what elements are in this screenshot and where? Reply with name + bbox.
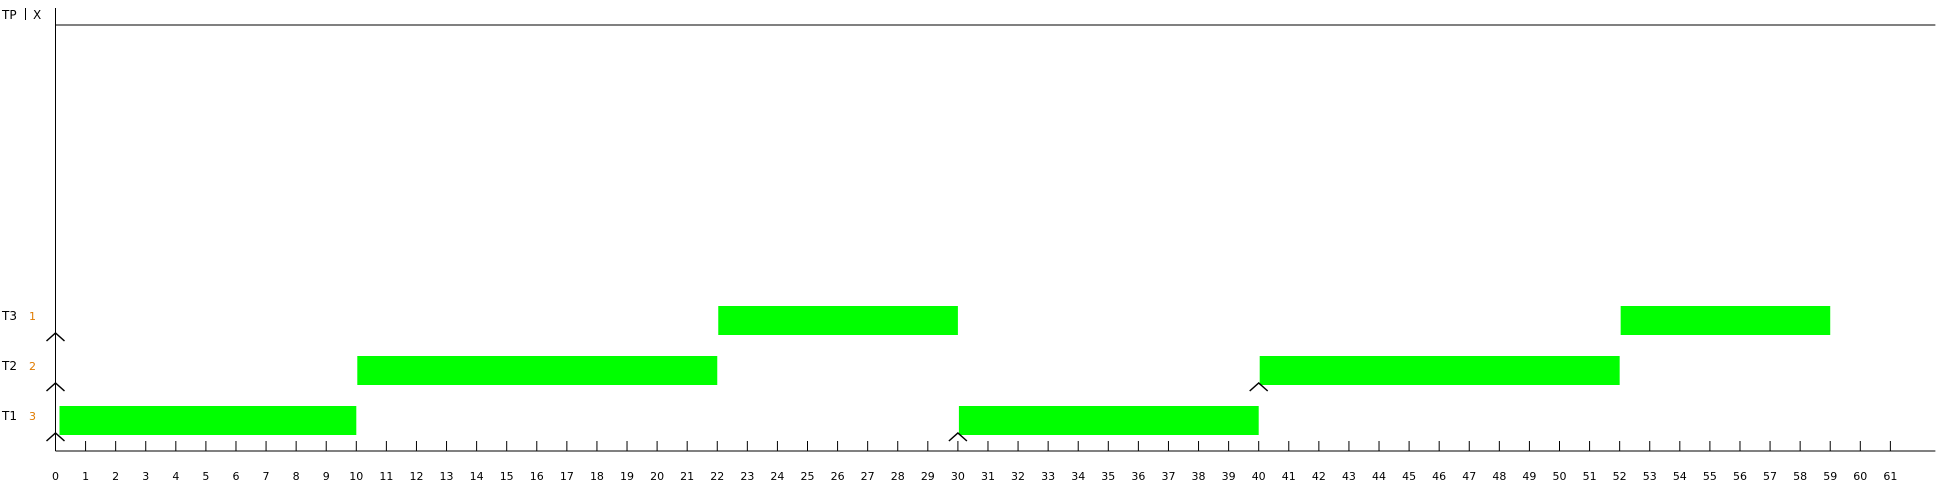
task-priority: 1 bbox=[29, 310, 36, 323]
x-tick-label: 4 bbox=[172, 470, 179, 483]
task-bar bbox=[958, 406, 1259, 435]
task-label: T3 bbox=[1, 309, 17, 323]
x-tick-label: 0 bbox=[52, 470, 59, 483]
arrival-markers bbox=[46, 331, 1269, 442]
x-tick-label: 42 bbox=[1312, 470, 1326, 483]
x-tick-label: 17 bbox=[560, 470, 574, 483]
x-tick-label: 10 bbox=[349, 470, 363, 483]
x-tick-label: 6 bbox=[232, 470, 239, 483]
x-tick-label: 41 bbox=[1282, 470, 1296, 483]
x-tick-label: 58 bbox=[1793, 470, 1807, 483]
task-bar bbox=[1620, 306, 1831, 335]
x-tick-label: 35 bbox=[1101, 470, 1115, 483]
x-tick-label: 31 bbox=[981, 470, 995, 483]
x-tick-label: 34 bbox=[1071, 470, 1085, 483]
tp-marker: X bbox=[33, 8, 41, 22]
x-tick-label: 49 bbox=[1522, 470, 1536, 483]
x-tick-label: 15 bbox=[500, 470, 514, 483]
x-tick-label: 39 bbox=[1222, 470, 1236, 483]
x-tick-label: 21 bbox=[680, 470, 694, 483]
x-tick-label: 43 bbox=[1342, 470, 1356, 483]
x-tick-label: 8 bbox=[293, 470, 300, 483]
axes bbox=[25, 8, 1936, 452]
x-tick-label: 60 bbox=[1853, 470, 1867, 483]
row-labels: T1 3 T2 2 T3 1 bbox=[1, 309, 36, 423]
x-tick-label: 47 bbox=[1462, 470, 1476, 483]
tp-label: TP bbox=[1, 8, 17, 22]
x-tick-label: 3 bbox=[142, 470, 149, 483]
arrival-marker bbox=[46, 381, 65, 392]
x-tick-label: 36 bbox=[1131, 470, 1145, 483]
task-bars bbox=[59, 306, 1831, 435]
arrival-marker bbox=[1249, 381, 1269, 392]
task-label: T2 bbox=[1, 359, 17, 373]
x-tick-label: 59 bbox=[1823, 470, 1837, 483]
x-tick-label: 14 bbox=[470, 470, 484, 483]
x-tick-label: 13 bbox=[440, 470, 454, 483]
x-tick-label: 24 bbox=[770, 470, 784, 483]
x-tick-label: 16 bbox=[530, 470, 544, 483]
x-tick-label: 20 bbox=[650, 470, 664, 483]
x-tick-label: 26 bbox=[831, 470, 845, 483]
x-tick-label: 56 bbox=[1733, 470, 1747, 483]
x-tick-label: 52 bbox=[1613, 470, 1627, 483]
x-tick-label: 22 bbox=[710, 470, 724, 483]
tp-row: TP X bbox=[1, 8, 41, 22]
x-tick-label: 5 bbox=[202, 470, 209, 483]
x-tick-label: 19 bbox=[620, 470, 634, 483]
x-tick-label: 61 bbox=[1883, 470, 1897, 483]
x-tick-label: 51 bbox=[1583, 470, 1597, 483]
x-tick-label: 12 bbox=[409, 470, 423, 483]
arrival-marker bbox=[46, 331, 65, 342]
task-label: T1 bbox=[1, 409, 17, 423]
arrival-marker bbox=[46, 431, 65, 442]
task-bar bbox=[59, 406, 357, 435]
x-tick-label: 38 bbox=[1192, 470, 1206, 483]
x-tick-label: 28 bbox=[891, 470, 905, 483]
x-tick-label: 57 bbox=[1763, 470, 1777, 483]
x-tick-label: 2 bbox=[112, 470, 119, 483]
x-tick-label: 40 bbox=[1252, 470, 1266, 483]
task-priority: 2 bbox=[29, 360, 36, 373]
x-tick-label: 25 bbox=[801, 470, 815, 483]
x-tick-label: 44 bbox=[1372, 470, 1386, 483]
x-tick-label: 7 bbox=[263, 470, 270, 483]
x-tick-label: 18 bbox=[590, 470, 604, 483]
x-tick-label: 33 bbox=[1041, 470, 1055, 483]
x-tick-label: 29 bbox=[921, 470, 935, 483]
task-priority: 3 bbox=[29, 410, 36, 423]
x-tick-label: 30 bbox=[951, 470, 965, 483]
x-tick-label: 37 bbox=[1161, 470, 1175, 483]
x-tick-label: 23 bbox=[740, 470, 754, 483]
x-tick-label: 50 bbox=[1553, 470, 1567, 483]
x-axis-ticks: 0 1 2 3 4 5 6 7 8 9 10 11 12 13 14 15 16 17 18 19 20 21 22 23 24… bbox=[52, 441, 1897, 483]
x-tick-label: 9 bbox=[323, 470, 330, 483]
x-tick-label: 46 bbox=[1432, 470, 1446, 483]
x-tick-label: 54 bbox=[1673, 470, 1687, 483]
x-tick-label: 32 bbox=[1011, 470, 1025, 483]
arrival-marker bbox=[948, 431, 968, 442]
x-tick-label: 11 bbox=[379, 470, 393, 483]
x-tick-label: 53 bbox=[1643, 470, 1657, 483]
x-tick-label: 55 bbox=[1703, 470, 1717, 483]
x-tick-label: 27 bbox=[861, 470, 875, 483]
task-bar bbox=[357, 356, 718, 385]
x-tick-label: 1 bbox=[82, 470, 89, 483]
x-tick-label: 45 bbox=[1402, 470, 1416, 483]
x-tick-label: 48 bbox=[1492, 470, 1506, 483]
task-bar bbox=[1259, 356, 1620, 385]
task-bar bbox=[718, 306, 958, 335]
